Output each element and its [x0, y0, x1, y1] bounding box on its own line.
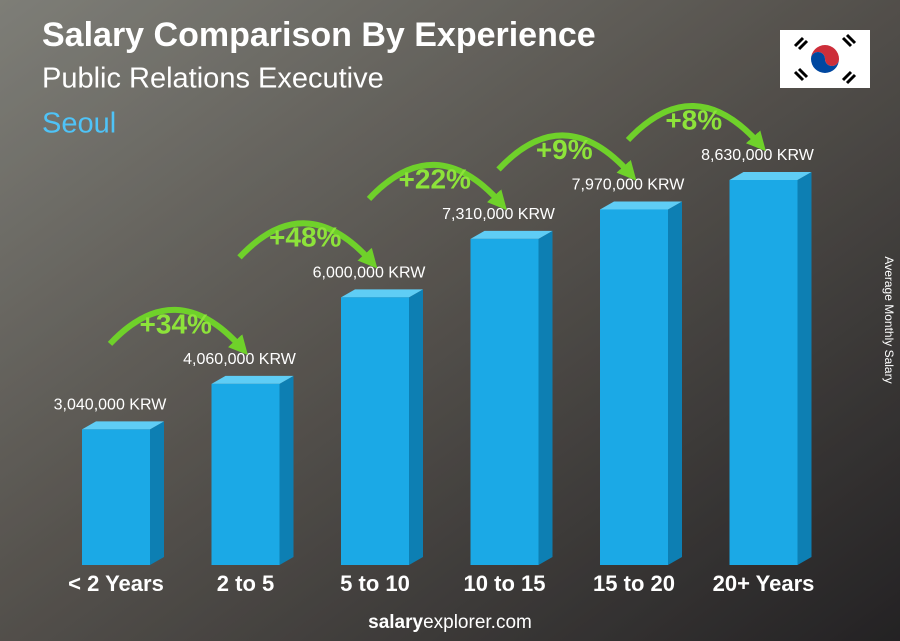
location: Seoul: [42, 108, 116, 140]
x-tick-label: 15 to 20: [593, 571, 675, 596]
footer-rest: explorer.com: [423, 612, 532, 633]
bar: [729, 180, 798, 565]
bar-side: [150, 421, 164, 565]
x-tick-label: < 2 Years: [68, 571, 164, 596]
bar-side: [538, 230, 553, 565]
bar-side: [279, 375, 294, 565]
change-label: +22%: [399, 163, 471, 194]
bar-top: [341, 289, 423, 298]
bar: [82, 429, 150, 565]
change-label: +34%: [140, 308, 212, 339]
title: Salary Comparison By Experience: [42, 16, 596, 54]
change-label: +8%: [665, 104, 722, 135]
bar: [600, 209, 668, 566]
change-arrow: [237, 220, 378, 269]
change-arrow: [107, 306, 248, 356]
value-label: 8,630,000 KRW: [701, 147, 815, 164]
footer: salaryexplorer.com: [368, 612, 532, 633]
bar: [470, 238, 539, 565]
subtitle: Public Relations Executive: [42, 63, 384, 95]
x-tick-label: 5 to 10: [340, 571, 410, 596]
value-label: 4,060,000 KRW: [183, 351, 297, 368]
flag: [780, 30, 870, 88]
change-arrow: [496, 132, 637, 181]
x-tick-label: 10 to 15: [464, 571, 546, 596]
value-label: 7,310,000 KRW: [442, 206, 556, 223]
bar-top: [600, 201, 682, 210]
footer-bold: salary: [368, 612, 423, 633]
bar-side: [668, 201, 682, 566]
bar: [341, 297, 409, 565]
x-tick-label: 20+ Years: [713, 571, 815, 596]
bar: [211, 383, 280, 565]
change-arrow: [366, 161, 507, 211]
value-label: 7,970,000 KRW: [572, 177, 686, 194]
bar-top: [211, 375, 294, 384]
bar-top: [729, 172, 812, 180]
bar-side: [797, 172, 812, 565]
bar-top: [470, 230, 553, 239]
axis-label: Average Monthly Salary: [882, 256, 896, 383]
change-label: +9%: [536, 134, 593, 165]
change-label: +48%: [269, 222, 341, 253]
change-arrow: [625, 103, 766, 152]
bar-side: [409, 289, 423, 565]
bar-top: [82, 421, 164, 430]
x-tick-label: 2 to 5: [217, 571, 274, 596]
value-label: 3,040,000 KRW: [54, 397, 168, 414]
value-label: 6,000,000 KRW: [313, 265, 427, 282]
